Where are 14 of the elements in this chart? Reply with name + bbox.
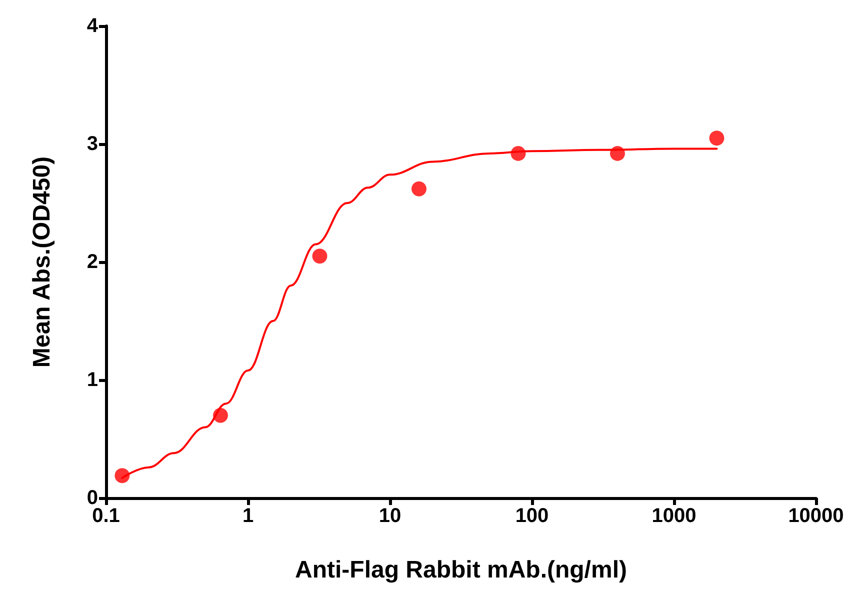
x-axis-title: Anti-Flag Rabbit mAb.(ng/ml) (295, 556, 627, 584)
y-tick-label: 2 (86, 251, 98, 273)
point (312, 248, 328, 264)
x-tick-label: 1000 (652, 505, 696, 527)
x-tick-label: 10 (378, 505, 402, 527)
x-tick-label: 100 (515, 505, 549, 527)
x-tick-label: 1 (242, 505, 254, 527)
y-tick-label: 1 (86, 369, 98, 391)
point (709, 130, 724, 146)
y-axis-title: Mean Abs.(OD450) (28, 156, 56, 368)
point (412, 181, 426, 196)
y-tick-label: 4 (86, 15, 99, 37)
y-tick-label: 3 (86, 133, 98, 155)
x-tick-label: 10000 (788, 505, 844, 527)
